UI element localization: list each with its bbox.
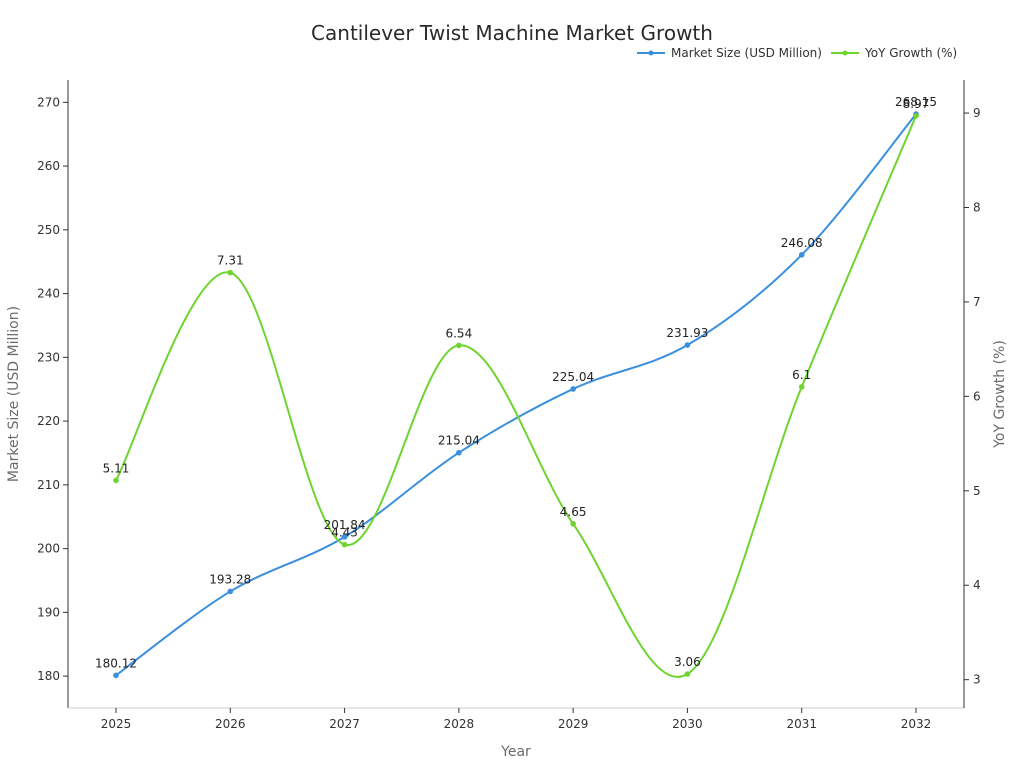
y-tick-label: 230 — [37, 350, 60, 364]
y2-axis-title: YoY Growth (%) — [992, 340, 1008, 449]
data-point-market-size — [227, 588, 234, 595]
y2-tick-label: 9 — [973, 106, 981, 120]
data-label-yoy-growth: 4.43 — [331, 526, 358, 540]
legend-marker-market-size — [648, 50, 654, 56]
data-label-yoy-growth: 6.54 — [445, 326, 472, 340]
y2-tick-label: 6 — [973, 389, 981, 403]
legend-label-market-size: Market Size (USD Million) — [671, 46, 822, 60]
data-label-market-size: 268.15 — [895, 95, 937, 109]
data-point-yoy-growth — [341, 541, 348, 548]
data-point-yoy-growth — [684, 671, 691, 677]
x-tick-label: 2025 — [101, 717, 132, 731]
data-point-market-size — [113, 672, 119, 679]
data-labels: 180.12 193.28 201.84 215.04 225.04 231.93 246.… — [95, 95, 937, 670]
y-tick-label: 180 — [37, 669, 60, 683]
data-label-yoy-growth: 5.11 — [103, 461, 130, 475]
y-tick-label: 210 — [37, 478, 60, 492]
y-tick-label: 260 — [37, 159, 60, 173]
series-line-yoy-growth — [115, 115, 917, 678]
y-tick-label: 250 — [37, 223, 60, 237]
x-tick-label: 2032 — [901, 717, 932, 731]
data-label-yoy-growth: 8.97 — [903, 97, 930, 111]
data-label-yoy-growth: 7.31 — [217, 254, 244, 268]
y2-tick-label: 3 — [973, 673, 981, 687]
y2-tick-label: 4 — [973, 578, 981, 592]
data-label-market-size: 193.28 — [209, 572, 251, 586]
legend-label-yoy-growth: YoY Growth (%) — [864, 46, 957, 60]
data-label-market-size: 180.12 — [95, 656, 137, 670]
legend-marker-yoy-growth — [842, 50, 848, 56]
y2-tick-label: 8 — [973, 200, 981, 214]
axes — [67, 80, 965, 709]
x-tick-label: 2028 — [444, 717, 475, 731]
x-tick-label: 2026 — [215, 717, 246, 731]
x-tick-label: 2027 — [329, 717, 360, 731]
data-point-market-size — [570, 386, 576, 392]
x-axis-title: Year — [500, 744, 531, 760]
data-label-market-size: 231.93 — [666, 326, 708, 340]
data-label-yoy-growth: 6.1 — [792, 368, 811, 382]
series-points — [113, 111, 919, 679]
data-label-market-size: 225.04 — [552, 370, 594, 384]
data-point-market-size — [798, 252, 805, 258]
y-tick-label: 220 — [37, 414, 60, 428]
x-tick-label: 2031 — [786, 717, 817, 731]
legend: Market Size (USD Million) YoY Growth (%) — [637, 46, 957, 60]
series-lines — [115, 113, 917, 678]
data-point-yoy-growth — [113, 477, 119, 484]
data-label-yoy-growth: 4.65 — [560, 505, 587, 519]
data-label-market-size: 215.04 — [438, 434, 480, 448]
y-tick-label: 190 — [37, 605, 60, 619]
data-point-yoy-growth — [227, 269, 234, 276]
y-axis-title: Market Size (USD Million) — [6, 306, 22, 482]
y-tick-label: 270 — [37, 95, 60, 109]
data-point-market-size — [456, 449, 462, 456]
y2-tick-label: 5 — [973, 484, 981, 498]
data-point-yoy-growth — [456, 342, 462, 349]
data-point-market-size — [684, 342, 691, 348]
data-point-market-size — [341, 534, 348, 540]
data-label-market-size: 201.84 — [324, 518, 366, 532]
chart-title: Cantilever Twist Machine Market Growth — [311, 21, 713, 45]
x-tick-label: 2030 — [672, 717, 703, 731]
y-tick-label: 200 — [37, 542, 60, 556]
x-tick-label: 2029 — [558, 717, 589, 731]
y-tick-label: 240 — [37, 287, 60, 301]
data-point-yoy-growth — [570, 521, 576, 527]
data-point-yoy-growth — [913, 113, 919, 119]
data-point-yoy-growth — [798, 384, 805, 390]
data-label-yoy-growth: 3.06 — [674, 655, 701, 669]
ticks: 180 190 200 210 220 230 240 250 260 270 3 4 5 6 7 8 9 202… — [37, 95, 981, 731]
y2-tick-label: 7 — [973, 295, 981, 309]
series-line-market-size — [115, 113, 917, 677]
data-label-market-size: 246.08 — [781, 236, 823, 250]
